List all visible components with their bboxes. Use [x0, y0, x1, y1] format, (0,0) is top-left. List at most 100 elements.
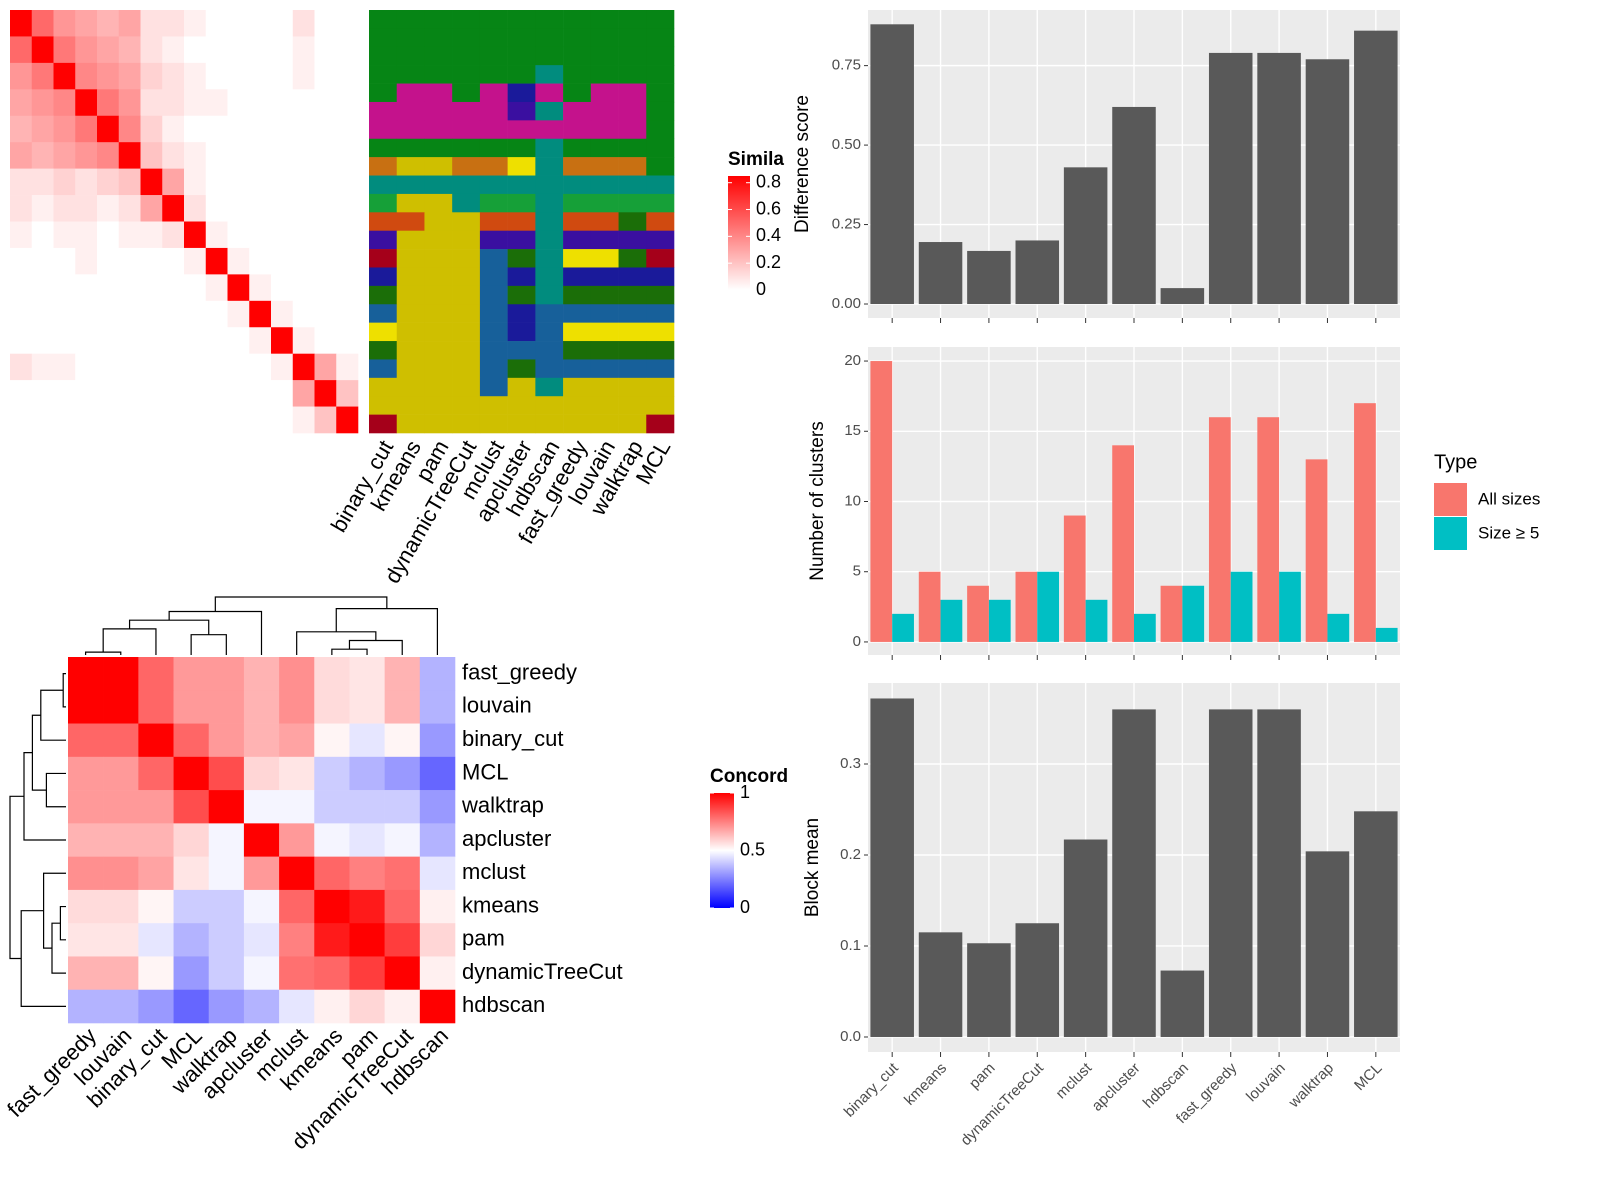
heatmap-cell [31, 142, 54, 169]
cluster-cell [396, 396, 425, 415]
cluster-cell [646, 138, 675, 158]
heatmap-cell [384, 723, 421, 758]
heatmap-cell [31, 62, 54, 90]
heatmap-cell [31, 221, 54, 249]
heatmap-cell [249, 221, 272, 249]
heatmap-cell [419, 790, 456, 824]
cluster-cell [590, 212, 619, 231]
heatmap-cell [97, 380, 120, 407]
heatmap-cell [271, 247, 294, 275]
legend-tick-label: 1 [740, 782, 750, 802]
y-axis-title: Block mean [802, 818, 823, 917]
cluster-cell [452, 101, 481, 121]
cluster-cell [424, 285, 453, 305]
cluster-cell [479, 267, 508, 287]
heatmap-cell [184, 380, 207, 407]
cluster-cell [452, 138, 481, 158]
heatmap-cell [271, 274, 294, 302]
heatmap-cell [336, 353, 359, 381]
heatmap-cell [162, 327, 185, 354]
cluster-cell [618, 193, 647, 213]
cluster-cell [646, 304, 675, 323]
cluster-cell [479, 193, 508, 213]
cluster-cell [535, 120, 564, 140]
heatmap-cell [162, 89, 185, 117]
y-axis-title: Number of clusters [807, 421, 828, 580]
dendrogram-branch [190, 634, 227, 655]
cluster-cell [479, 175, 508, 195]
cluster-cell [452, 377, 481, 397]
heatmap-cell [227, 168, 250, 196]
heatmap-cell [162, 36, 185, 64]
heatmap-cell [173, 790, 210, 824]
cluster-cell [590, 157, 619, 176]
heatmap-cell [349, 690, 385, 724]
cluster-cell [479, 28, 508, 48]
heatmap-cell [279, 823, 315, 857]
heatmap-cell [205, 247, 228, 275]
heatmap-cell [292, 300, 315, 328]
heatmap-cell [314, 657, 350, 691]
heatmap-cell [10, 221, 33, 249]
bar [1112, 445, 1134, 642]
heatmap-cell [53, 168, 76, 196]
cluster-cell [563, 83, 592, 103]
cluster-cell [396, 212, 425, 231]
x-tick-label: mclust [1053, 1059, 1096, 1102]
cluster-cell [618, 10, 647, 29]
bar [988, 599, 1011, 642]
cluster-cell [507, 193, 536, 213]
heatmap-cell [31, 300, 54, 328]
dendrogram-branch [51, 922, 66, 974]
cluster-cell [590, 396, 619, 415]
heatmap-cell [53, 221, 76, 249]
heatmap-cell [208, 657, 245, 691]
cluster-cell [590, 230, 619, 250]
cluster-cell [479, 230, 508, 250]
cluster-cell [424, 83, 453, 103]
cluster-cell [369, 193, 398, 213]
heatmap-cell [271, 142, 294, 169]
heatmap-cell [162, 221, 185, 249]
x-tick-label: pam [966, 1060, 999, 1093]
heatmap-cell [173, 989, 210, 1024]
heatmap-cell [140, 274, 163, 302]
heatmap-cell [314, 380, 337, 407]
heatmap-cell [208, 690, 245, 724]
cluster-cell [535, 396, 564, 415]
heatmap-cell [205, 115, 228, 143]
row-label: hdbscan [462, 992, 545, 1017]
cluster-cell [424, 10, 453, 29]
cluster-cell [507, 396, 536, 415]
heatmap-cell [208, 723, 245, 758]
cluster-cell [507, 285, 536, 305]
heatmap-cell [118, 327, 141, 354]
heatmap-cell [10, 115, 33, 143]
heatmap-cell [162, 115, 185, 143]
cluster-cell [369, 230, 398, 250]
cluster-cell [424, 175, 453, 195]
heatmap-cell [271, 353, 294, 381]
heatmap-cell [292, 327, 315, 354]
cluster-cell [424, 28, 453, 48]
bar [1037, 571, 1060, 642]
cluster-cell [369, 120, 398, 140]
dendrogram-branch [23, 752, 66, 841]
heatmap-cell [75, 168, 98, 196]
heatmap-cell [31, 380, 54, 407]
y-tick-label: 10 [844, 492, 861, 509]
heatmap-cell [279, 989, 315, 1024]
cluster-cell [535, 28, 564, 48]
heatmap-cell [292, 353, 315, 381]
heatmap-cell [75, 62, 98, 90]
cluster-cell [563, 414, 592, 434]
heatmap-cell [118, 353, 141, 381]
heatmap-cell [75, 353, 98, 381]
cluster-cell [646, 212, 675, 231]
heatmap-cell [75, 406, 98, 434]
cluster-cell [452, 193, 481, 213]
heatmap-cell [184, 195, 207, 222]
cluster-cell [424, 120, 453, 140]
heatmap-cell [349, 756, 385, 791]
bar [1208, 709, 1253, 1037]
